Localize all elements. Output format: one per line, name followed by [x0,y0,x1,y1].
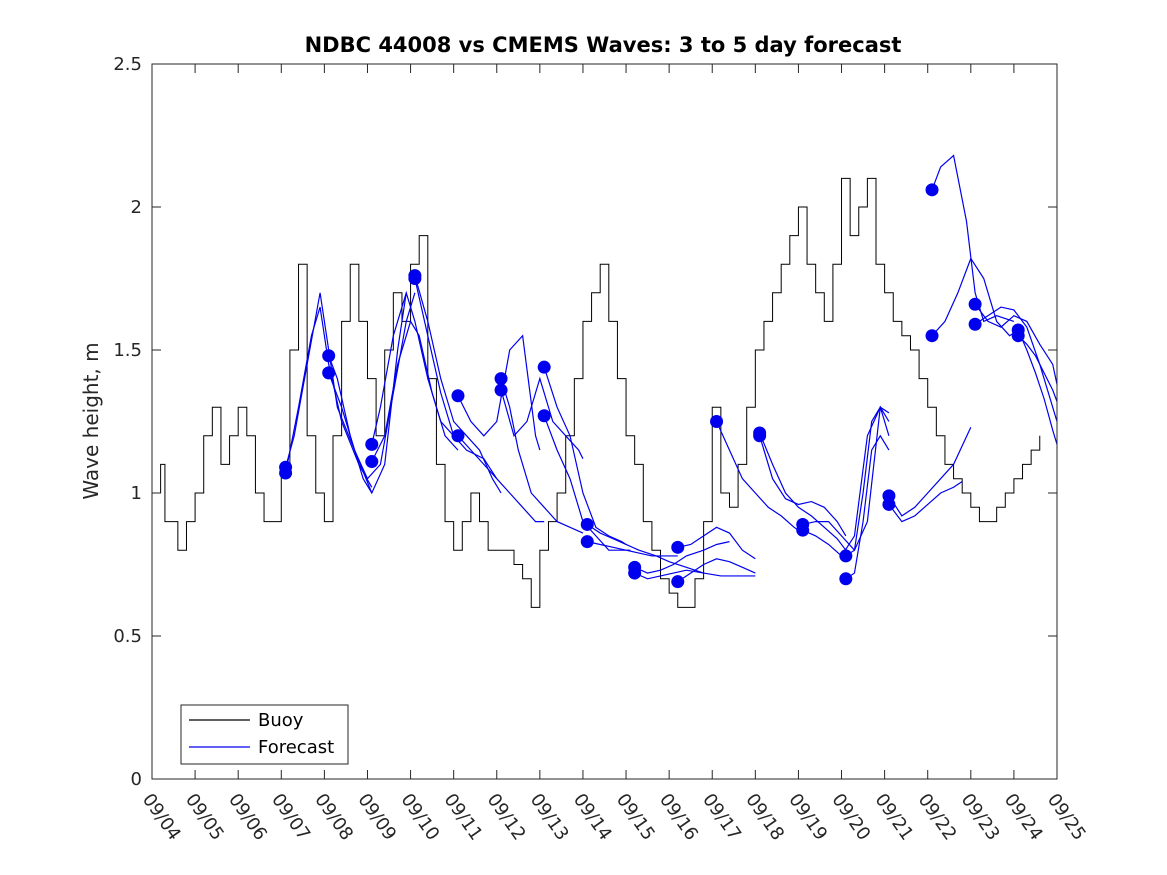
buoy-series-line [152,177,1041,608]
plot-area [152,64,1057,779]
forecast-start-point [628,566,642,580]
legend-forecast-label: Forecast [258,737,334,758]
forecast-start-point [494,383,508,397]
forecast-series-line [500,378,584,534]
forecast-start-point [408,272,422,285]
forecast-start-point [365,455,379,469]
forecast-start-point [925,329,939,343]
forecast-start-point [580,535,594,549]
forecast-series-line [634,569,756,580]
forecast-start-point [671,540,685,554]
forecast-start-point [322,349,336,363]
forecast-start-point [839,549,853,563]
forecast-series-line [802,405,890,557]
forecast-start-point [671,575,685,589]
forecast-series-line [716,421,804,534]
forecast-start-point [537,360,551,374]
forecast-series-line [285,292,373,494]
y-tick-label: 1 [131,483,142,504]
forecast-series-line [500,376,584,459]
forecast-series-line [888,481,963,523]
y-tick-label: 0.5 [113,626,142,647]
forecast-start-point [451,429,465,443]
forecast-start-point [494,372,508,386]
forecast-start-point [968,317,982,331]
forecast-start-point [1011,329,1025,343]
forecast-series-line [1017,335,1058,402]
y-tick-label: 1.5 [113,340,142,361]
forecast-series-line [931,154,1015,323]
forecast-start-point [580,517,594,531]
series-layer [152,154,1058,608]
forecast-start-point [839,572,853,586]
forecast-series-line [543,366,627,545]
forecast-series-line [586,523,704,574]
forecast-series-line [1017,329,1058,445]
forecast-series-line [759,432,847,551]
forecast-series-line [328,292,407,495]
forecast-start-point [365,437,379,451]
forecast-series-line [328,292,416,480]
forecast-series-line [802,406,890,552]
forecast-series-line [285,306,373,488]
y-tick-label: 0 [131,769,142,790]
forecast-series-line [414,275,502,494]
legend-box [180,704,349,765]
forecast-start-point [710,415,724,428]
forecast-start-point [925,183,939,197]
legend: Buoy Forecast [180,704,349,765]
forecast-series-line [888,426,972,517]
forecast-start-point [796,523,810,537]
y-tick-label: 2.5 [113,54,142,75]
forecast-start-point [322,366,336,380]
legend-buoy-label: Buoy [258,710,304,731]
forecast-series-line [677,526,756,560]
forecast-series-line [845,434,890,580]
forecast-start-point [537,409,551,423]
forecast-start-point [968,297,982,311]
forecast-start-point [279,466,293,480]
forecast-series-line [931,257,1023,337]
axes-box [151,63,1058,780]
forecast-start-point [753,429,767,443]
forecast-series-line [845,406,890,557]
forecast-start-point [882,497,896,511]
chart-title: NDBC 44008 vs CMEMS Waves: 3 to 5 day fo… [305,33,902,57]
forecast-series-line [759,435,847,537]
forecast-series-line [634,541,730,574]
forecast-start-point [451,389,465,403]
y-tick-label: 2 [131,197,142,218]
forecast-series-line [974,306,1058,422]
forecast-series-line [677,558,756,583]
forecast-series-line [457,435,545,523]
y-axis-label: Wave height, m [79,342,103,499]
forecast-series-line [587,541,678,557]
forecast-series-line [371,319,459,462]
